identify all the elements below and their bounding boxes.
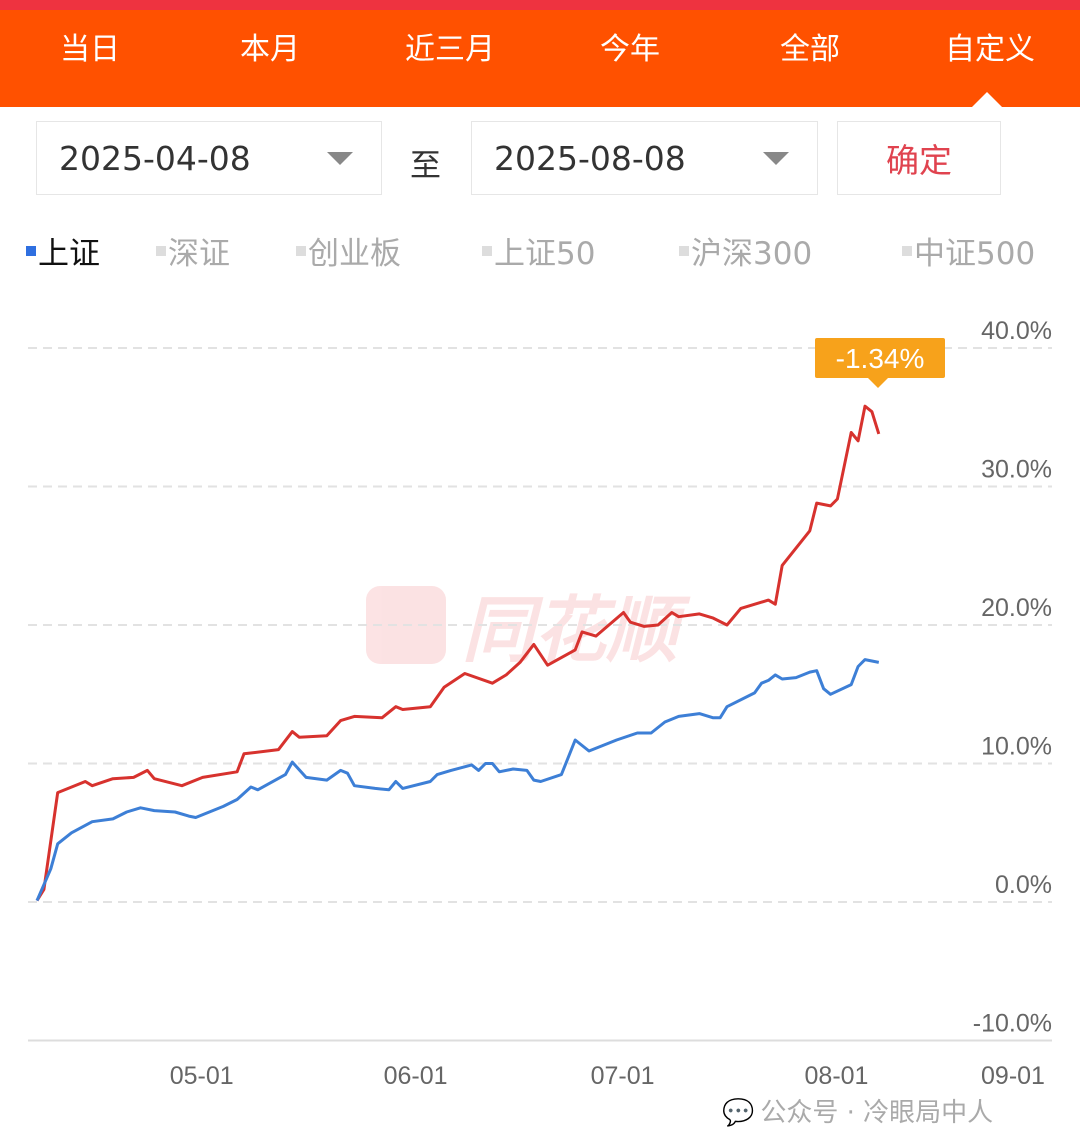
blue-series-line: [35, 658, 880, 902]
chevron-down-icon: [327, 152, 353, 165]
x-tick-label: 06-01: [384, 1062, 448, 1090]
tab-month[interactable]: 本月: [240, 32, 300, 67]
end-date-select[interactable]: 2025-08-08: [471, 121, 818, 195]
y-tick-label: 30.0%: [981, 456, 1052, 484]
legend-marker: [156, 245, 166, 256]
tab-this-year[interactable]: 今年: [600, 32, 660, 67]
active-tab-indicator: [972, 92, 1002, 107]
y-tick-label: 20.0%: [981, 594, 1052, 622]
x-tick-label: 05-01: [170, 1062, 234, 1090]
y-tick-label: 40.0%: [981, 317, 1052, 345]
legend-label: 深证: [168, 236, 230, 272]
tab-all[interactable]: 全部: [780, 32, 840, 67]
start-date-value: 2025-04-08: [59, 138, 251, 178]
y-tick-label: -10.0%: [973, 1010, 1052, 1038]
legend-marker: [679, 245, 689, 256]
legend-sse50[interactable]: 上证50: [482, 228, 595, 273]
tooltip: -1.34%: [815, 338, 945, 388]
legend-label: 沪深300: [691, 236, 813, 272]
wechat-icon: 💬: [722, 1098, 755, 1128]
legend-shenzhen[interactable]: 深证: [156, 228, 230, 273]
end-date-value: 2025-08-08: [494, 138, 686, 178]
tab-custom[interactable]: 自定义: [945, 32, 1035, 67]
y-tick-label: 10.0%: [981, 733, 1052, 761]
legend-csi500[interactable]: 中证500: [902, 228, 1035, 273]
watermark-text: 公众号 · 冷眼局中人: [760, 1098, 994, 1128]
chevron-down-icon: [763, 152, 789, 165]
tooltip-text: -1.34%: [836, 343, 925, 374]
status-strip: [0, 0, 1080, 10]
legend-marker: [26, 245, 36, 256]
legend-csi300[interactable]: 沪深300: [679, 228, 812, 273]
tab-three-months[interactable]: 近三月: [405, 32, 495, 67]
svg-text:同花顺: 同花顺: [462, 588, 691, 672]
watermark-logo: 同花顺: [366, 586, 691, 672]
legend-marker: [482, 245, 492, 256]
start-date-select[interactable]: 2025-04-08: [36, 121, 382, 195]
legend-chinext[interactable]: 创业板: [296, 228, 401, 273]
x-tick-label: 09-01: [981, 1062, 1045, 1090]
legend-label: 中证500: [914, 236, 1036, 272]
index-legend: 上证 深证 创业板 上证50 沪深300 中证500: [0, 228, 1080, 274]
x-tick-label: 08-01: [805, 1062, 869, 1090]
watermark: 💬 公众号 · 冷眼局中人: [722, 1097, 993, 1129]
range-separator: 至: [410, 148, 441, 184]
period-tabs: 当日 本月 近三月 今年 全部 自定义: [0, 10, 1080, 107]
x-tick-label: 07-01: [591, 1062, 655, 1090]
red-series-line: [35, 404, 881, 902]
legend-marker: [902, 245, 912, 256]
legend-label: 创业板: [308, 236, 401, 272]
tab-today[interactable]: 当日: [60, 32, 120, 67]
y-tick-label: 0.0%: [995, 871, 1052, 899]
legend-label: 上证: [38, 236, 100, 272]
legend-shanghai[interactable]: 上证: [26, 228, 100, 273]
legend-marker: [296, 245, 306, 256]
legend-label: 上证50: [494, 236, 596, 272]
confirm-button[interactable]: 确定: [837, 121, 1001, 195]
